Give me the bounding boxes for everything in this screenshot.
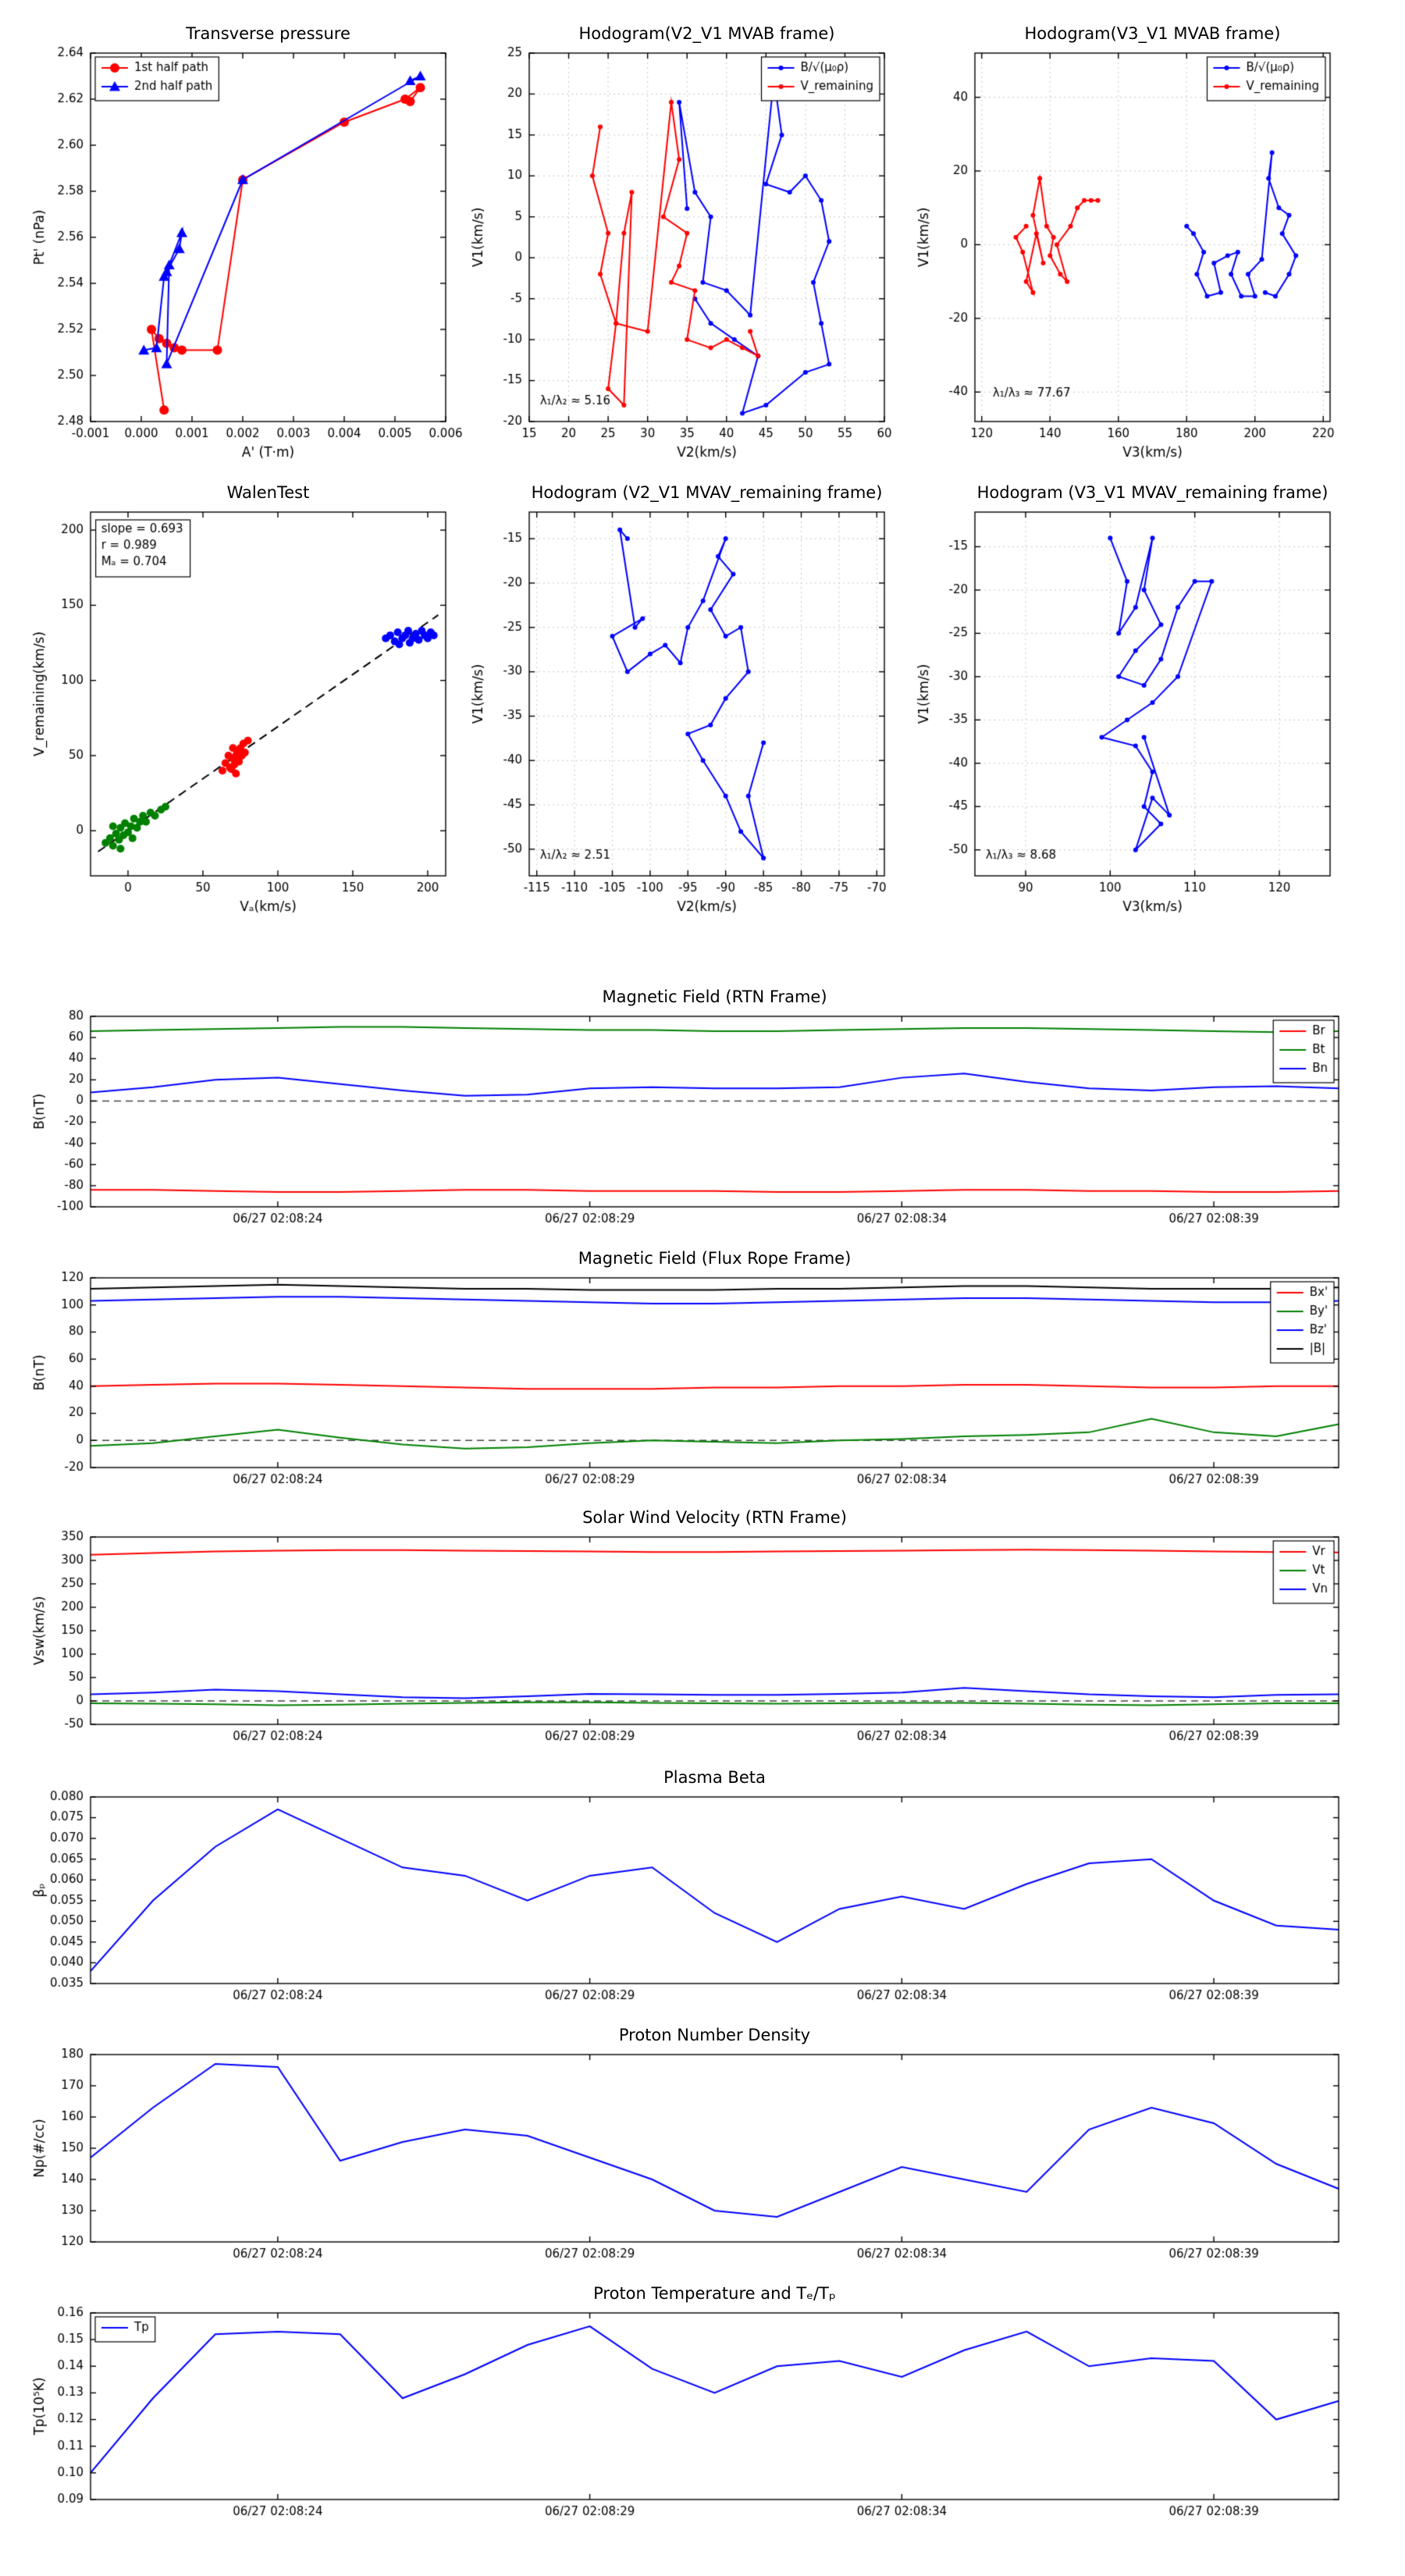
- chart-title-magnetic-field-rtn: Magnetic Field (RTN Frame): [602, 987, 827, 1006]
- chart-title-proton-number-density: Proton Number Density: [618, 2026, 811, 2044]
- chart-title-plasma-beta: Plasma Beta: [663, 1768, 766, 1787]
- chart-title-proton-temperature: Proton Temperature and Tₑ/Tₚ: [593, 2284, 836, 2303]
- chart-title-hodogram-v2v1-mvav: Hodogram (V2_V1 MVAV_remaining frame): [531, 483, 883, 502]
- chart-title-transverse-pressure: Transverse pressure: [186, 24, 350, 43]
- chart-title-walen-test: WalenTest: [226, 483, 310, 502]
- chart-title-hodogram-v3v1-mvab: Hodogram(V3_V1 MVAB frame): [1024, 24, 1281, 43]
- chart-title-hodogram-v3v1-mvav: Hodogram (V3_V1 MVAV_remaining frame): [976, 483, 1329, 502]
- chart-title-solar-wind-velocity: Solar Wind Velocity (RTN Frame): [582, 1508, 847, 1527]
- chart-title-magnetic-field-fluxrope: Magnetic Field (Flux Rope Frame): [578, 1249, 852, 1268]
- chart-title-hodogram-v2v1-mvab: Hodogram(V2_V1 MVAB frame): [578, 24, 835, 43]
